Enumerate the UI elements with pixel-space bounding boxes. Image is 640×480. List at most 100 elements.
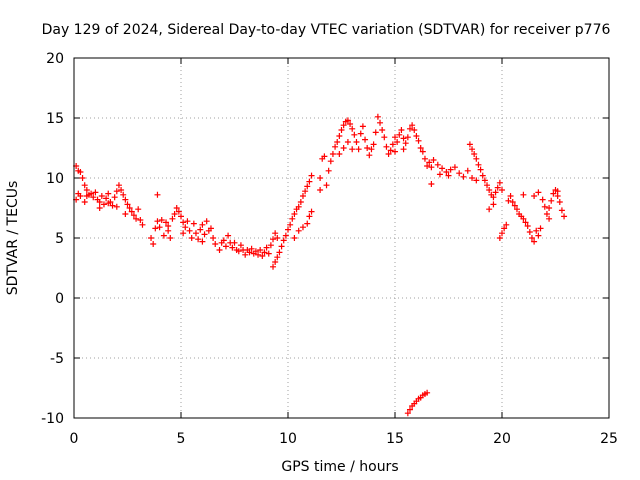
- data-point: [278, 243, 285, 250]
- data-point: [306, 213, 313, 220]
- data-point: [280, 237, 287, 244]
- data-point: [546, 215, 553, 222]
- data-point: [274, 235, 281, 241]
- x-tick-label: 20: [493, 431, 511, 447]
- data-point: [535, 189, 542, 196]
- data-point: [417, 145, 424, 151]
- data-point: [543, 211, 550, 217]
- data-point: [259, 253, 266, 259]
- data-point: [406, 406, 413, 413]
- data-point: [477, 166, 484, 173]
- data-point: [287, 221, 294, 228]
- data-point: [139, 221, 146, 228]
- data-point: [105, 190, 112, 197]
- data-point: [509, 199, 516, 205]
- data-point: [409, 122, 416, 129]
- data-point: [520, 191, 527, 198]
- data-point: [421, 155, 428, 162]
- data-point: [496, 235, 503, 241]
- data-point: [186, 227, 193, 234]
- y-tick-label: 20: [46, 51, 64, 67]
- data-point: [246, 249, 253, 256]
- data-point: [524, 223, 531, 229]
- data-point: [190, 220, 197, 227]
- data-point: [216, 247, 223, 253]
- data-point: [231, 239, 238, 246]
- data-point: [103, 195, 110, 202]
- data-point: [499, 187, 505, 193]
- data-point: [197, 226, 204, 233]
- x-tick-label: 0: [70, 431, 79, 447]
- data-point: [158, 217, 165, 223]
- data-point: [554, 188, 561, 195]
- data-point: [274, 254, 281, 261]
- data-point: [411, 127, 418, 133]
- data-point: [475, 161, 482, 168]
- data-point: [424, 389, 431, 396]
- data-point: [353, 139, 360, 145]
- data-point: [220, 237, 227, 244]
- data-point: [535, 232, 542, 239]
- data-point: [167, 235, 174, 241]
- data-point: [83, 187, 90, 193]
- data-point: [503, 221, 510, 228]
- data-point: [83, 193, 90, 199]
- data-point: [511, 202, 518, 209]
- data-point: [210, 235, 217, 241]
- data-point: [447, 166, 454, 173]
- data-point: [494, 184, 501, 191]
- data-point: [306, 178, 313, 185]
- data-point: [486, 206, 493, 213]
- data-point: [413, 133, 420, 139]
- data-point: [115, 182, 122, 189]
- y-tick-label: 10: [46, 171, 64, 187]
- data-point: [334, 139, 341, 145]
- data-point: [317, 187, 324, 193]
- y-tick-label: -5: [50, 351, 64, 367]
- data-point: [486, 187, 493, 193]
- data-point: [377, 119, 384, 126]
- data-point: [195, 236, 202, 243]
- data-point: [199, 238, 206, 245]
- grid-layer: [74, 58, 609, 418]
- data-point: [340, 145, 347, 151]
- data-point: [496, 179, 503, 186]
- data-point: [392, 134, 398, 141]
- data-point: [297, 199, 304, 205]
- data-point: [381, 134, 388, 141]
- data-point: [272, 230, 279, 237]
- data-point: [481, 177, 488, 184]
- y-tick-label: 5: [55, 231, 64, 247]
- data-point: [541, 203, 548, 210]
- data-point: [235, 248, 242, 255]
- data-point: [556, 199, 563, 205]
- data-point: [285, 226, 291, 233]
- data-point: [473, 177, 480, 184]
- data-point: [404, 410, 411, 417]
- data-point: [424, 163, 431, 169]
- data-point: [248, 245, 255, 252]
- x-tick-label: 5: [177, 431, 186, 447]
- data-point: [295, 203, 302, 210]
- data-point: [299, 224, 306, 231]
- data-point: [178, 213, 184, 220]
- data-point: [402, 140, 409, 147]
- data-point: [291, 235, 298, 241]
- data-point: [406, 125, 413, 132]
- data-point: [199, 221, 206, 228]
- y-tick-label: -10: [41, 411, 64, 427]
- data-point: [379, 127, 386, 133]
- data-point: [513, 206, 520, 213]
- data-point: [130, 212, 137, 219]
- x-tick-label: 15: [386, 431, 404, 447]
- data-point: [428, 164, 435, 171]
- data-point: [304, 183, 311, 190]
- data-point: [257, 247, 264, 253]
- data-point: [357, 130, 364, 137]
- data-point: [156, 224, 163, 231]
- y-tick-label: 0: [55, 291, 64, 307]
- data-point: [364, 145, 371, 151]
- data-point: [79, 175, 86, 181]
- data-point: [133, 215, 140, 222]
- data-point: [336, 133, 343, 139]
